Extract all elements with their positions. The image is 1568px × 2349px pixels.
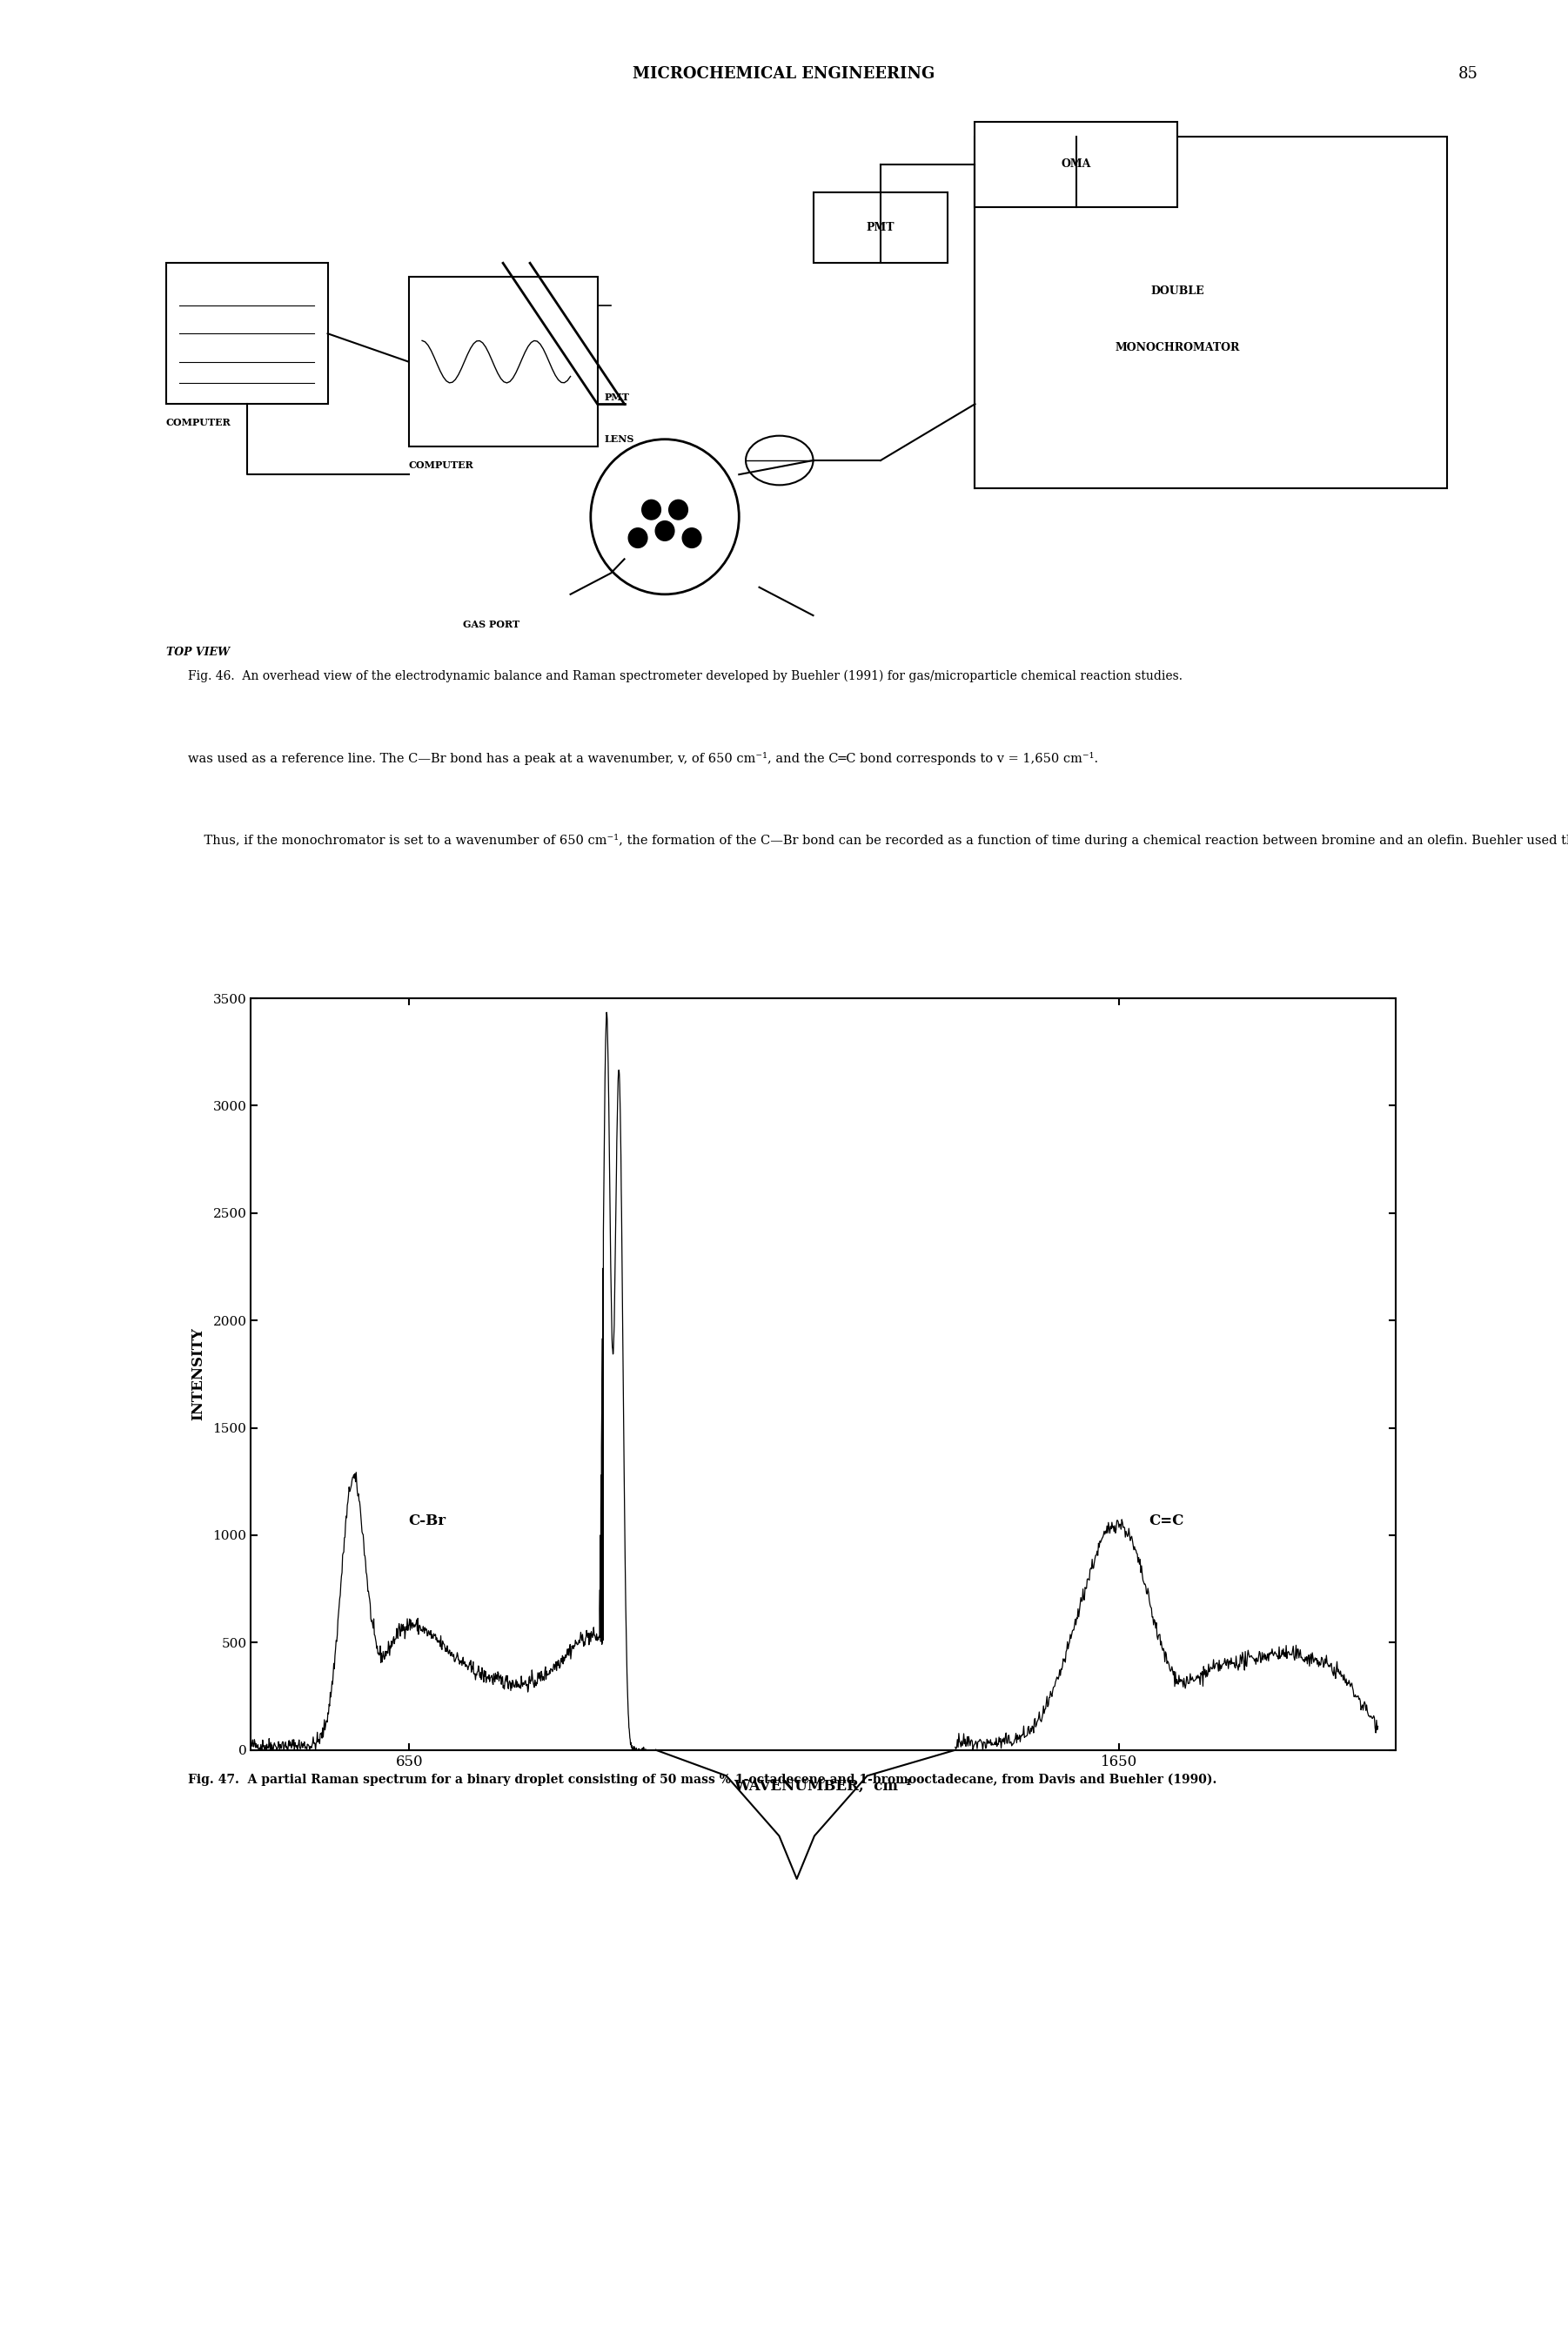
Text: Thus, if the monochromator is set to a wavenumber of 650 cm⁻¹, the formation of : Thus, if the monochromator is set to a w… [188,834,1568,848]
Bar [975,122,1178,207]
X-axis label: WAVENUMBER,  cm⁻¹: WAVENUMBER, cm⁻¹ [734,1778,913,1795]
Text: GAS PORT: GAS PORT [463,620,519,630]
Bar [409,277,597,446]
Bar [814,193,949,263]
Circle shape [629,529,648,547]
Text: was used as a reference line. The C—Br bond has a peak at a wavenumber, v, of 65: was used as a reference line. The C—Br b… [188,752,1099,766]
Y-axis label: INTENSITY: INTENSITY [191,1327,205,1421]
Text: LENS: LENS [604,435,633,444]
Text: C-Br: C-Br [408,1513,445,1527]
Circle shape [655,521,674,540]
Circle shape [682,529,701,547]
Text: C=C: C=C [1149,1513,1184,1527]
Text: Fig. 47.  A partial Raman spectrum for a binary droplet consisting of 50 mass % : Fig. 47. A partial Raman spectrum for a … [188,1773,1217,1785]
Text: DOUBLE: DOUBLE [1151,287,1204,296]
Text: PMT: PMT [604,392,629,402]
Text: PMT: PMT [867,223,895,233]
Text: 85: 85 [1458,66,1479,82]
Text: TOP VIEW: TOP VIEW [166,646,229,658]
Text: COMPUTER: COMPUTER [166,418,230,428]
Text: MICROCHEMICAL ENGINEERING: MICROCHEMICAL ENGINEERING [633,66,935,82]
Text: OMA: OMA [1062,160,1091,169]
Bar [166,263,328,404]
Text: MONOCHROMATOR: MONOCHROMATOR [1115,343,1240,352]
Bar [975,136,1447,489]
Text: COMPUTER: COMPUTER [409,460,474,470]
Circle shape [670,500,688,519]
Circle shape [641,500,660,519]
Text: Fig. 46.  An overhead view of the electrodynamic balance and Raman spectrometer : Fig. 46. An overhead view of the electro… [188,669,1182,681]
